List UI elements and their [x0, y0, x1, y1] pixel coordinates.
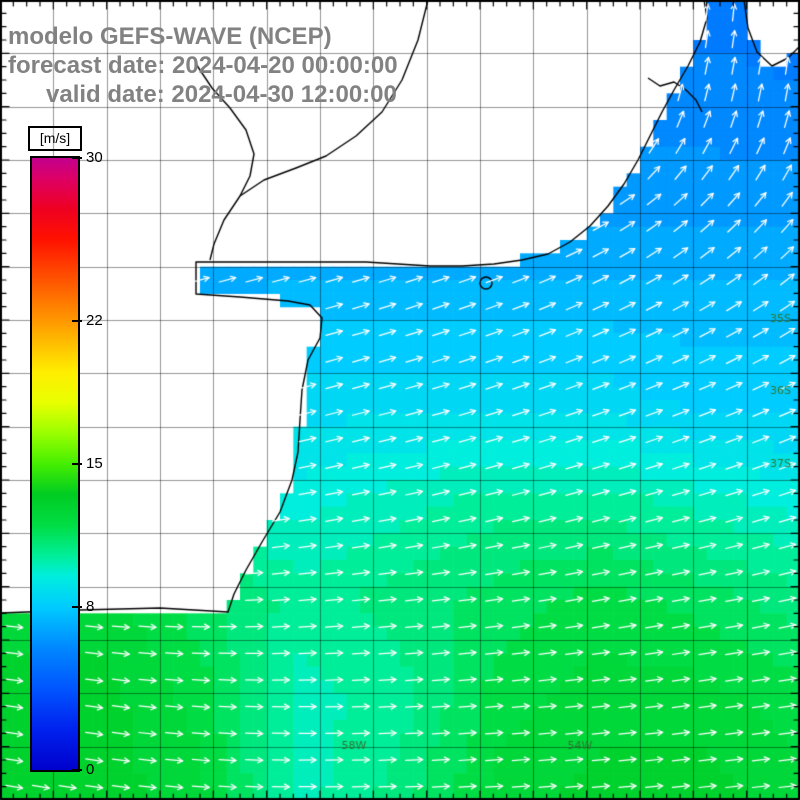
colorbar-tick-label: 22	[86, 312, 103, 330]
colorbar-tick-mark	[72, 605, 82, 608]
model-title: modelo GEFS-WAVE (NCEP)	[8, 23, 332, 50]
colorbar-tick-label: 15	[86, 455, 103, 472]
colorbar-tick-mark	[72, 463, 82, 465]
colorbar-tick-mark	[72, 157, 82, 159]
forecast-date-label: forecast date: 2024-04-20 00:00:00	[8, 52, 398, 79]
colorbar-tick-label: 30	[86, 149, 103, 166]
colorbar: [m/s] 0 8 15 22 30	[28, 126, 103, 778]
colorbar-tick-mark	[72, 769, 82, 771]
colorbar-tick-label: 0	[86, 761, 95, 778]
colorbar-tick-mark	[72, 320, 82, 323]
colorbar-gradient	[30, 156, 80, 772]
map-header: modelo GEFS-WAVE (NCEP) forecast date: 2…	[8, 22, 398, 109]
valid-date-label: valid date: 2024-04-30 12:00:00	[46, 81, 397, 108]
colorbar-tick-label: 8	[86, 597, 95, 615]
colorbar-units-label: [m/s]	[28, 126, 82, 151]
